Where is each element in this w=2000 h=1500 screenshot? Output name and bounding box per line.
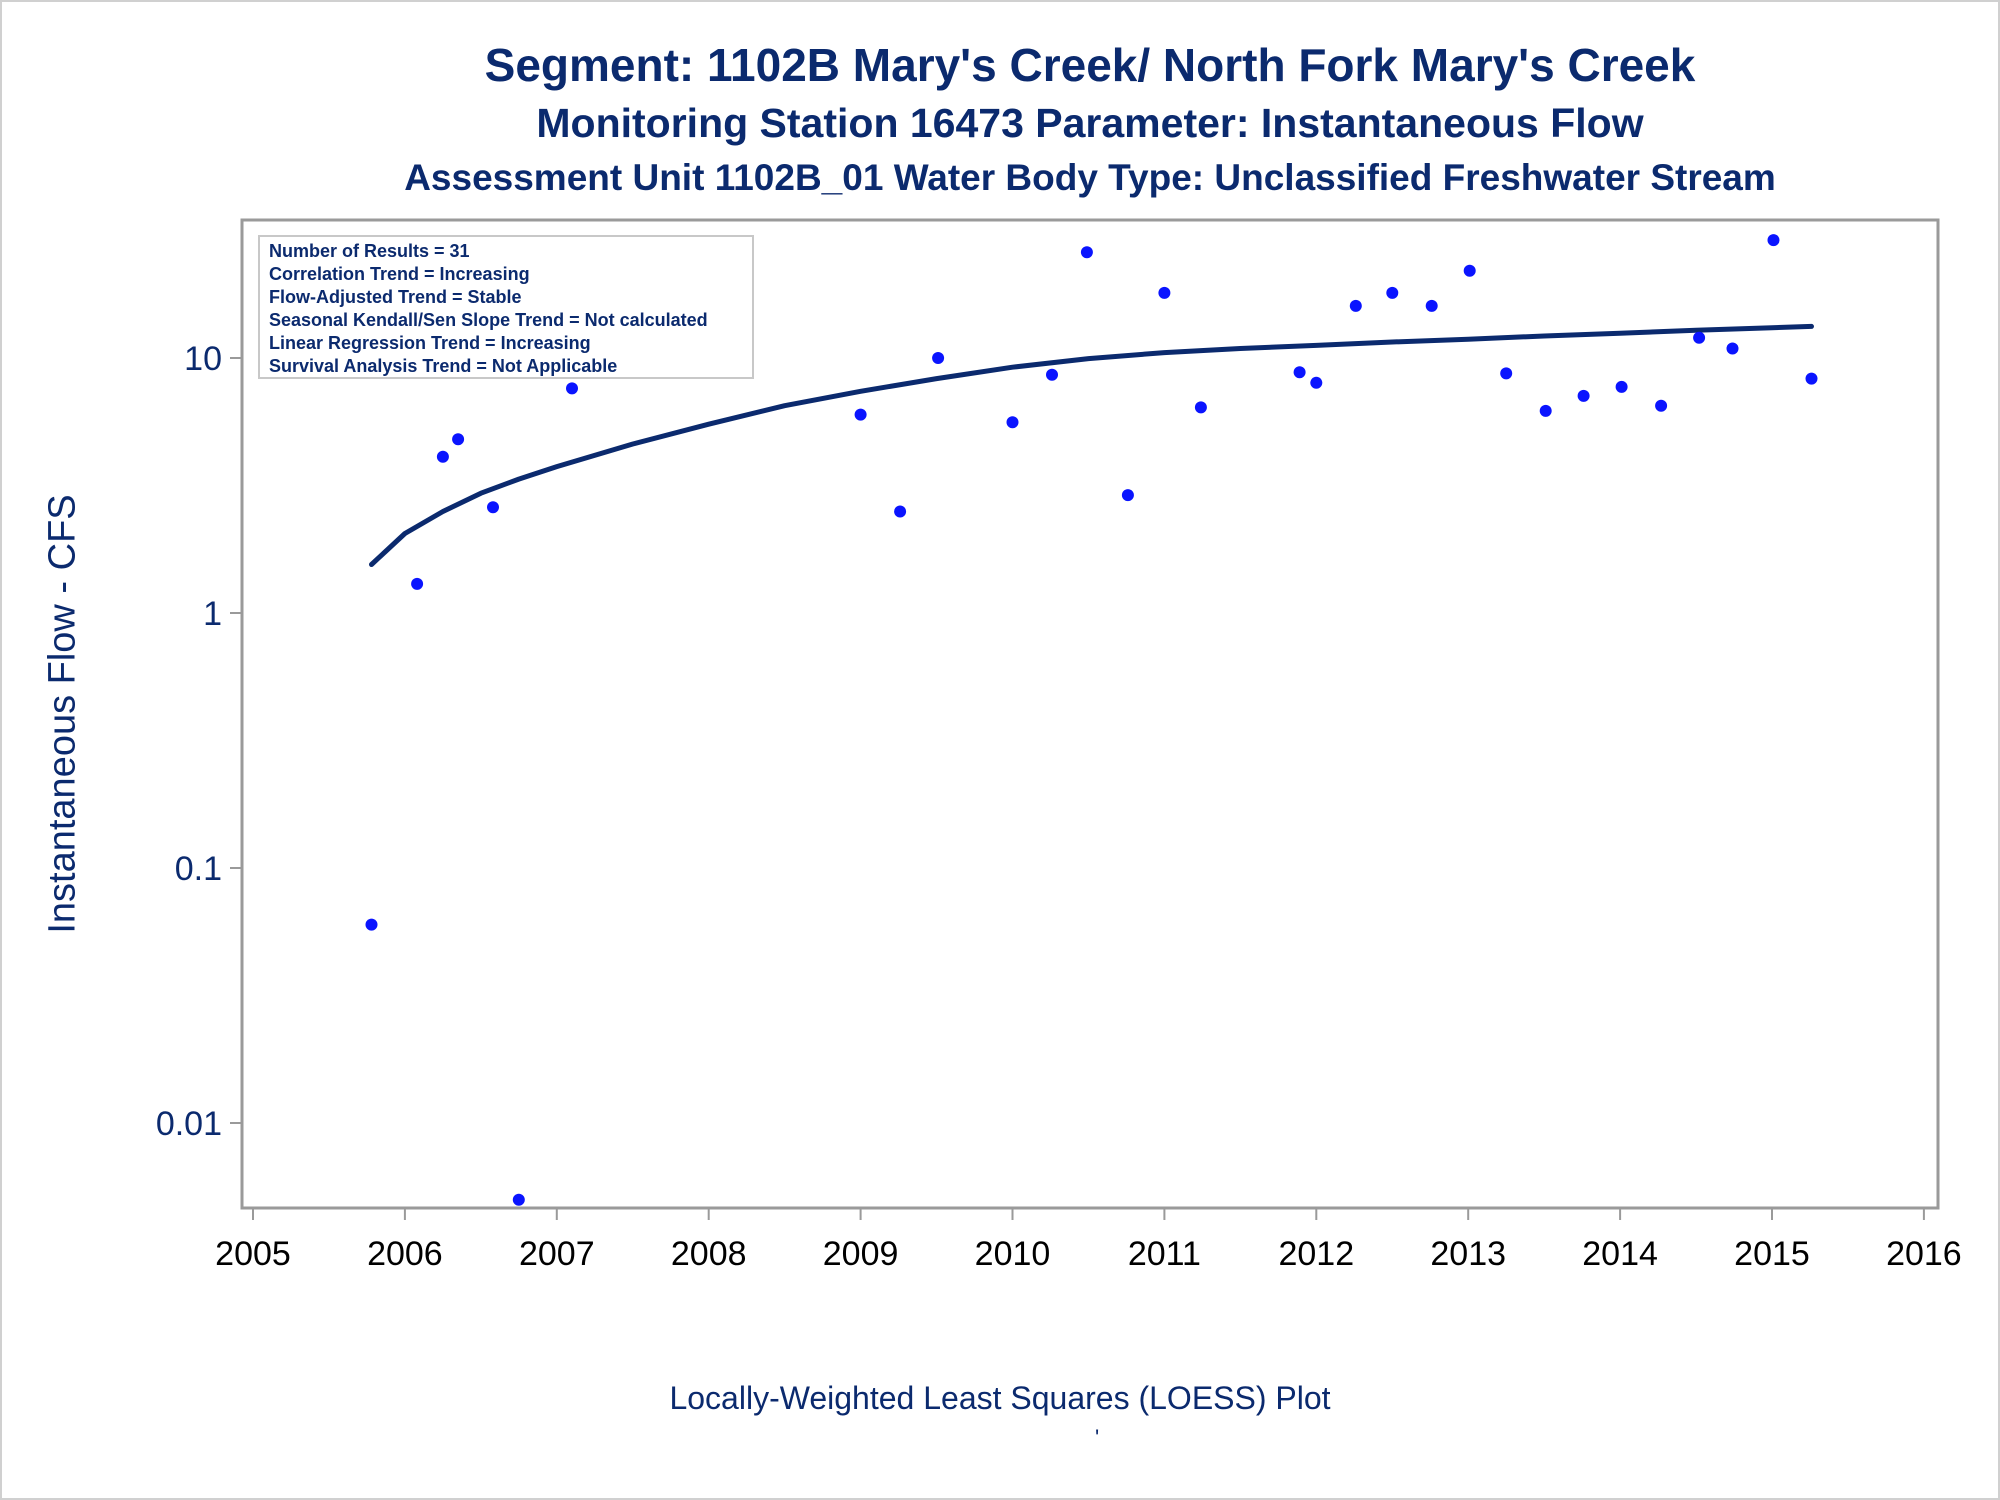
- data-point: [894, 505, 907, 518]
- data-point: [1577, 389, 1590, 402]
- chart-subtitle-2: Assessment Unit 1102B_01 Water Body Type…: [404, 157, 1776, 198]
- data-point: [452, 433, 465, 446]
- data-point: [1805, 372, 1818, 385]
- data-point: [1006, 416, 1019, 429]
- points-layer: [365, 234, 1818, 1206]
- data-point: [1194, 401, 1207, 414]
- y-tick-label: 10: [184, 340, 222, 378]
- chart-title: Segment: 1102B Mary's Creek/ North Fork …: [484, 39, 1696, 91]
- stats-legend-box: [258, 235, 754, 379]
- data-point: [566, 382, 578, 395]
- y-tick-label: 1: [203, 595, 222, 633]
- stats-legend-line: Correlation Trend = Increasing: [269, 264, 530, 284]
- data-point: [1539, 404, 1552, 417]
- data-point: [1693, 331, 1706, 344]
- data-point: [1293, 366, 1306, 379]
- stats-legend: Number of Results = 31 Correlation Trend …: [258, 235, 754, 379]
- x-tick-label: 2012: [1278, 1235, 1354, 1273]
- y-tick-label: 0.01: [156, 1105, 222, 1143]
- data-point: [487, 501, 499, 514]
- data-point: [512, 1193, 525, 1206]
- x-tick-label: 2006: [367, 1235, 443, 1273]
- data-point: [1655, 399, 1668, 412]
- x-tick-label: 2011: [1128, 1235, 1201, 1273]
- x-tick-label: 2016: [1886, 1235, 1962, 1273]
- loess-layer: [369, 323, 1814, 567]
- data-point: [1615, 380, 1628, 393]
- data-point: [436, 450, 449, 463]
- x-tick-label: 2014: [1582, 1235, 1658, 1273]
- data-point: [1310, 376, 1323, 389]
- plot-area-frame: [240, 218, 1940, 1210]
- data-point: [1767, 234, 1780, 247]
- data-point: [1500, 367, 1513, 380]
- axes-layer: 2005 2006 2007 2008 2009 2010 2011 2012 2013 2014…: [156, 218, 1962, 1273]
- x-tick-label: 2013: [1430, 1235, 1506, 1273]
- x-tick-label: 2005: [215, 1235, 291, 1273]
- data-point: [1463, 264, 1476, 277]
- data-point: [365, 918, 378, 931]
- data-point: [1080, 246, 1093, 259]
- data-point: [1386, 286, 1399, 299]
- stats-legend-line: Linear Regression Trend = Increasing: [269, 333, 591, 353]
- y-tick-label: 0.1: [175, 850, 222, 888]
- x-tick-label: 2007: [519, 1235, 595, 1273]
- x-tick-label: 2015: [1734, 1235, 1810, 1273]
- stats-legend-line: Number of Results = 31: [269, 241, 470, 261]
- data-point: [1349, 299, 1362, 312]
- data-point: [1158, 286, 1171, 299]
- data-point: [1121, 489, 1134, 502]
- x-tick-label: 2009: [823, 1235, 899, 1273]
- data-point: [932, 352, 945, 364]
- x-tick-label: 2010: [975, 1235, 1051, 1273]
- data-point: [854, 408, 867, 421]
- stats-legend-line: Flow-Adjusted Trend = Stable: [269, 287, 522, 307]
- loess-curve: [369, 323, 1814, 567]
- chart-subtitle: Monitoring Station 16473 Parameter: Inst…: [536, 100, 1644, 146]
- stats-legend-line: Survival Analysis Trend = Not Applicable: [269, 356, 617, 376]
- stats-legend-line: Seasonal Kendall/Sen Slope Trend = Not c…: [269, 310, 708, 330]
- data-point: [1046, 368, 1058, 381]
- x-tick-label: 2008: [671, 1235, 747, 1273]
- footnote-mark: ': [1095, 1425, 1100, 1450]
- data-point: [411, 577, 424, 590]
- data-point: [1726, 342, 1739, 355]
- data-point: [1425, 299, 1438, 312]
- plot-footnote: Locally-Weighted Least Squares (LOESS) P…: [669, 1380, 1331, 1416]
